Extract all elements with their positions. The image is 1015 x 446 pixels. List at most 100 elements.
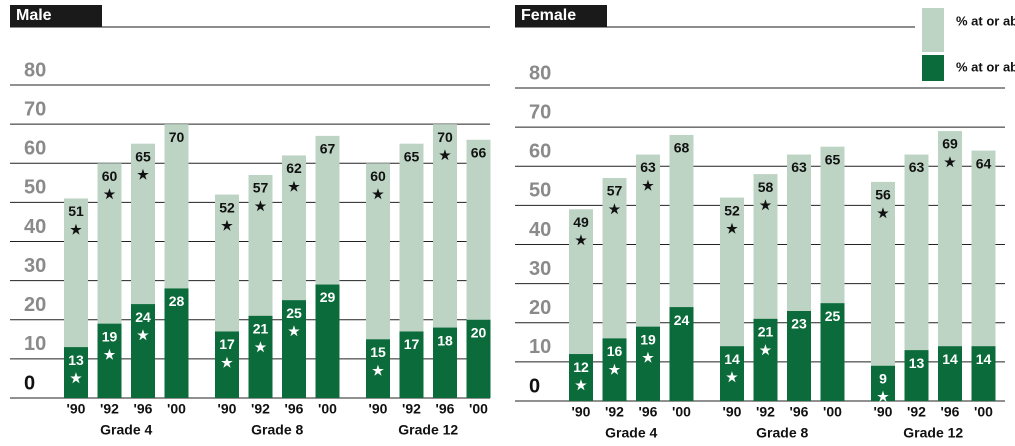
value-label: 69 bbox=[942, 136, 958, 152]
x-tick-label: '96 bbox=[134, 401, 153, 417]
value-label: 63 bbox=[791, 159, 807, 175]
panel-title: Female bbox=[521, 7, 576, 24]
x-tick-label: '96 bbox=[285, 401, 304, 417]
significance-star: ★ bbox=[760, 198, 772, 213]
proficient-bar bbox=[164, 288, 189, 398]
proficient-bar bbox=[466, 319, 491, 398]
value-label: 68 bbox=[674, 140, 690, 156]
value-label: 12 bbox=[573, 359, 589, 375]
value-label: 56 bbox=[875, 187, 891, 203]
value-label: 57 bbox=[253, 180, 269, 196]
proficient-bar bbox=[399, 331, 424, 398]
x-tick-label: '92 bbox=[100, 401, 119, 417]
value-label: 21 bbox=[253, 321, 269, 337]
significance-star: ★ bbox=[372, 187, 384, 202]
y-tick-label: 10 bbox=[24, 333, 46, 355]
significance-star: ★ bbox=[70, 222, 82, 237]
value-label: 25 bbox=[286, 305, 302, 321]
value-label: 9 bbox=[879, 370, 887, 386]
x-tick-label: '00 bbox=[974, 404, 993, 420]
x-tick-label: '90 bbox=[874, 404, 893, 420]
group-label: Grade 4 bbox=[100, 422, 152, 438]
proficient-bar bbox=[871, 365, 895, 401]
y-tick-label: 0 bbox=[24, 372, 35, 394]
proficient-bar bbox=[215, 331, 239, 398]
value-label: 29 bbox=[320, 289, 336, 305]
value-label: 58 bbox=[758, 179, 774, 195]
value-label: 60 bbox=[102, 168, 118, 184]
value-label: 65 bbox=[825, 151, 841, 167]
y-tick-label: 80 bbox=[24, 59, 46, 81]
x-tick-label: '90 bbox=[723, 404, 742, 420]
y-tick-label: 30 bbox=[529, 258, 551, 280]
value-label: 65 bbox=[404, 148, 420, 164]
proficient-bar bbox=[366, 339, 390, 398]
value-label: 21 bbox=[758, 324, 774, 340]
value-label: 25 bbox=[825, 308, 841, 324]
group-label: Grade 8 bbox=[251, 422, 303, 438]
value-label: 19 bbox=[640, 331, 656, 347]
proficient-bar bbox=[282, 300, 306, 398]
x-tick-label: '92 bbox=[605, 404, 624, 420]
significance-star: ★ bbox=[221, 355, 233, 370]
x-tick-label: '92 bbox=[402, 401, 421, 417]
significance-star: ★ bbox=[104, 347, 116, 362]
x-tick-label: '00 bbox=[469, 401, 488, 417]
proficient-bar bbox=[64, 347, 88, 398]
y-tick-label: 50 bbox=[529, 180, 551, 202]
value-label: 64 bbox=[976, 155, 992, 171]
y-tick-label: 80 bbox=[529, 62, 551, 84]
legend-label: % at or above Proficient bbox=[956, 59, 1015, 74]
x-tick-label: '00 bbox=[318, 401, 337, 417]
value-label: 62 bbox=[286, 160, 302, 176]
significance-star: ★ bbox=[255, 339, 267, 354]
proficient-bar bbox=[938, 346, 962, 401]
significance-star: ★ bbox=[642, 178, 654, 193]
value-label: 63 bbox=[640, 159, 656, 175]
x-tick-label: '00 bbox=[823, 404, 842, 420]
significance-star: ★ bbox=[288, 179, 300, 194]
proficient-bar bbox=[820, 303, 845, 401]
x-tick-label: '96 bbox=[941, 404, 960, 420]
significance-star: ★ bbox=[609, 362, 621, 377]
value-label: 60 bbox=[370, 168, 386, 184]
legend-label: % at or above Basic bbox=[956, 13, 1015, 28]
x-tick-label: '90 bbox=[572, 404, 591, 420]
value-label: 49 bbox=[573, 214, 589, 230]
significance-star: ★ bbox=[221, 218, 233, 233]
significance-star: ★ bbox=[760, 342, 772, 357]
y-tick-label: 0 bbox=[529, 375, 540, 397]
significance-star: ★ bbox=[575, 233, 587, 248]
value-label: 24 bbox=[674, 312, 690, 328]
y-tick-label: 70 bbox=[24, 98, 46, 120]
y-tick-label: 70 bbox=[529, 101, 551, 123]
x-tick-label: '90 bbox=[67, 401, 86, 417]
proficient-bar bbox=[602, 338, 627, 401]
significance-star: ★ bbox=[877, 205, 889, 220]
significance-star: ★ bbox=[104, 187, 116, 202]
y-tick-label: 60 bbox=[529, 141, 551, 163]
value-label: 57 bbox=[607, 183, 623, 199]
value-label: 23 bbox=[791, 316, 807, 332]
y-tick-label: 40 bbox=[529, 219, 551, 241]
significance-star: ★ bbox=[726, 370, 738, 385]
header-box bbox=[10, 5, 102, 27]
value-label: 17 bbox=[219, 336, 235, 352]
y-tick-label: 20 bbox=[529, 297, 551, 319]
value-label: 70 bbox=[169, 129, 185, 145]
value-label: 17 bbox=[404, 336, 420, 352]
value-label: 20 bbox=[471, 324, 487, 340]
header-box bbox=[515, 5, 607, 27]
value-label: 52 bbox=[219, 199, 235, 215]
group-label: Grade 4 bbox=[605, 425, 657, 441]
x-tick-label: '96 bbox=[639, 404, 658, 420]
significance-star: ★ bbox=[575, 377, 587, 392]
y-tick-label: 60 bbox=[24, 138, 46, 160]
value-label: 19 bbox=[102, 328, 118, 344]
significance-star: ★ bbox=[439, 148, 451, 163]
value-label: 66 bbox=[471, 144, 487, 160]
proficient-bar bbox=[248, 315, 273, 398]
x-tick-label: '00 bbox=[672, 404, 691, 420]
value-label: 67 bbox=[320, 141, 336, 157]
